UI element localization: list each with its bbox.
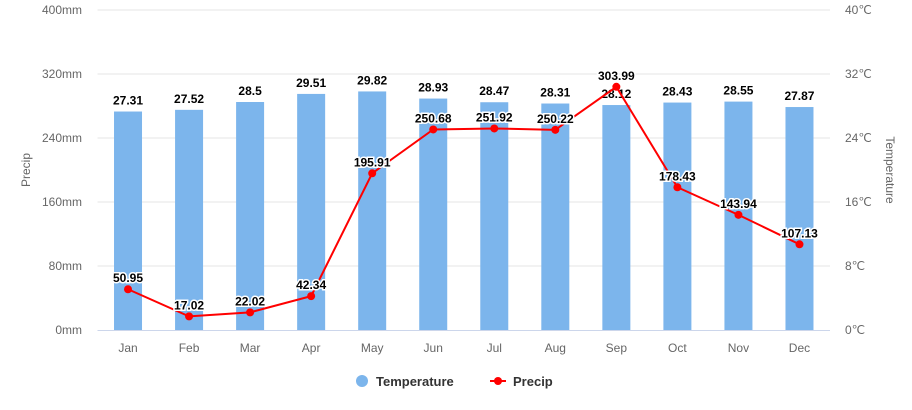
x-tick-label: Feb [179,341,200,355]
x-tick-label: Jan [118,341,137,355]
precip-data-label: 195.91 [354,155,391,169]
left-tick-label: 160mm [42,195,82,209]
precip-point[interactable] [490,124,499,133]
x-tick-label: Mar [240,341,261,355]
x-tick-label: Sep [606,341,628,355]
temperature-data-label: 29.51 [296,76,326,90]
x-tick-label: Jul [487,341,502,355]
temperature-bar[interactable] [602,105,631,330]
x-tick-label: Aug [545,341,566,355]
precip-data-label: 22.02 [235,294,265,308]
precip-point[interactable] [368,169,377,178]
precip-data-label: 143.94 [720,197,757,211]
temperature-bar[interactable] [480,102,509,331]
right-tick-label: 24℃ [845,131,872,145]
temperature-data-label: 28.43 [662,85,692,99]
precip-point[interactable] [551,125,560,134]
right-tick-label: 8℃ [845,259,865,273]
left-axis-title: Precip [19,153,33,187]
right-tick-label: 16℃ [845,195,872,209]
x-tick-label: Jun [424,341,443,355]
temperature-bar[interactable] [175,109,204,330]
temperature-bar[interactable] [541,103,570,331]
right-tick-label: 40℃ [845,3,872,17]
left-tick-label: 0mm [55,323,82,337]
right-tick-label: 32℃ [845,67,872,81]
precip-point[interactable] [246,308,255,317]
temperature-bar[interactable] [114,111,143,331]
precip-data-label: 251.92 [476,110,513,124]
legend-temperature-icon[interactable] [356,375,368,387]
precip-data-label: 178.43 [659,169,696,183]
precip-point[interactable] [185,312,194,321]
precip-data-label: 250.68 [415,111,452,125]
x-tick-label: May [361,341,384,355]
precip-point[interactable] [734,210,743,219]
temperature-data-label: 28.12 [601,87,631,101]
temperature-bar[interactable] [297,93,326,330]
right-tick-label: 0℃ [845,323,865,337]
left-tick-label: 400mm [42,3,82,17]
x-tick-label: Dec [789,341,810,355]
precip-point[interactable] [429,125,438,134]
temperature-bar[interactable] [663,102,692,330]
precip-data-label: 50.95 [113,271,143,285]
temperature-data-label: 27.31 [113,94,143,108]
temperature-data-label: 28.93 [418,81,448,95]
temperature-bar[interactable] [785,107,814,330]
left-tick-label: 80mm [49,259,82,273]
legend-precip-marker [494,377,502,385]
x-tick-label: Apr [302,341,321,355]
precip-data-label: 107.13 [781,226,818,240]
x-tick-label: Oct [668,341,687,355]
precip-data-label: 250.22 [537,112,574,126]
precip-point[interactable] [307,292,316,301]
temperature-data-label: 28.31 [540,86,570,100]
left-tick-label: 320mm [42,67,82,81]
precip-data-label: 17.02 [174,298,204,312]
temperature-data-label: 28.55 [723,84,753,98]
temperature-bar[interactable] [236,102,265,330]
temperature-data-label: 28.5 [238,84,262,98]
precip-line [127,85,800,318]
legend-precip-label[interactable]: Precip [513,374,553,389]
precip-point[interactable] [795,240,804,249]
precip-point[interactable] [124,285,133,294]
temperature-data-label: 27.52 [174,92,204,106]
temperature-bar[interactable] [358,91,387,330]
precip-point[interactable] [673,183,682,192]
precip-data-label: 303.99 [598,69,635,83]
x-tick-label: Nov [728,341,749,355]
left-tick-label: 240mm [42,131,82,145]
temperature-data-label: 29.82 [357,73,387,87]
legend-temperature-label[interactable]: Temperature [376,374,454,389]
temperature-data-label: 28.47 [479,84,509,98]
precip-point[interactable] [612,82,621,91]
right-axis-title: Temperature [883,136,897,204]
precip-data-label: 42.34 [296,278,326,292]
temperature-data-label: 27.87 [784,89,814,103]
